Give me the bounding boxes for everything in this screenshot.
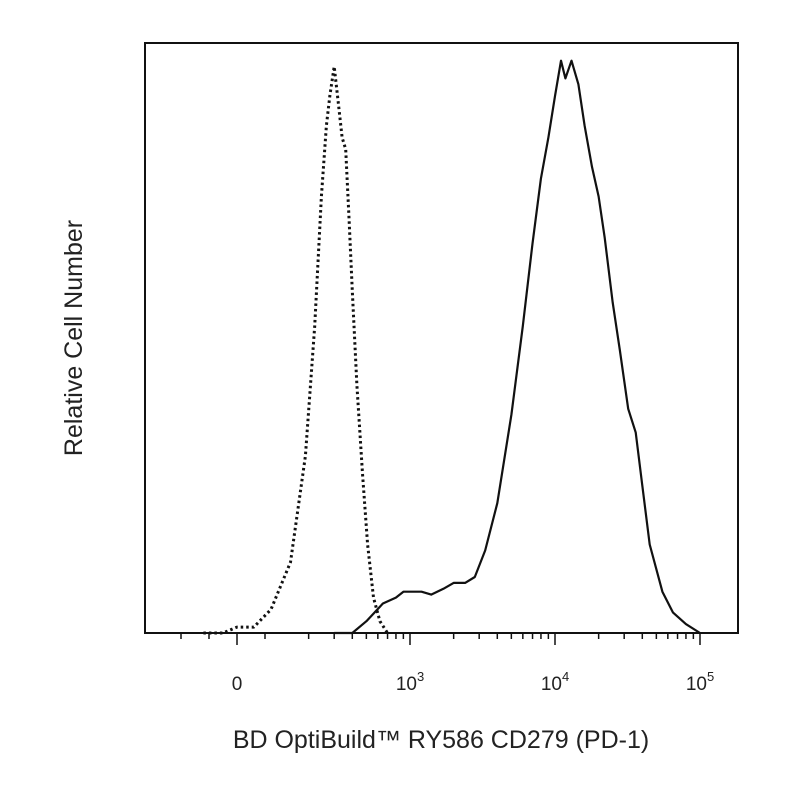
x-axis-title: BD OptiBuild™ RY586 CD279 (PD-1) [233,726,649,754]
x-tick-label: 105 [686,669,714,695]
series-layer [203,59,701,635]
histogram-series-dotted [203,65,389,635]
x-tick-label: 0 [232,674,243,695]
histogram-series-solid [334,59,701,635]
x-axis-ticks [180,633,701,645]
plot-frame [144,42,739,634]
y-axis-title: Relative Cell Number [60,220,88,456]
x-tick-label: 103 [396,669,424,695]
x-tick-label: 104 [541,669,569,695]
x-axis-tick-labels: 0 103 104 105 [232,669,714,695]
